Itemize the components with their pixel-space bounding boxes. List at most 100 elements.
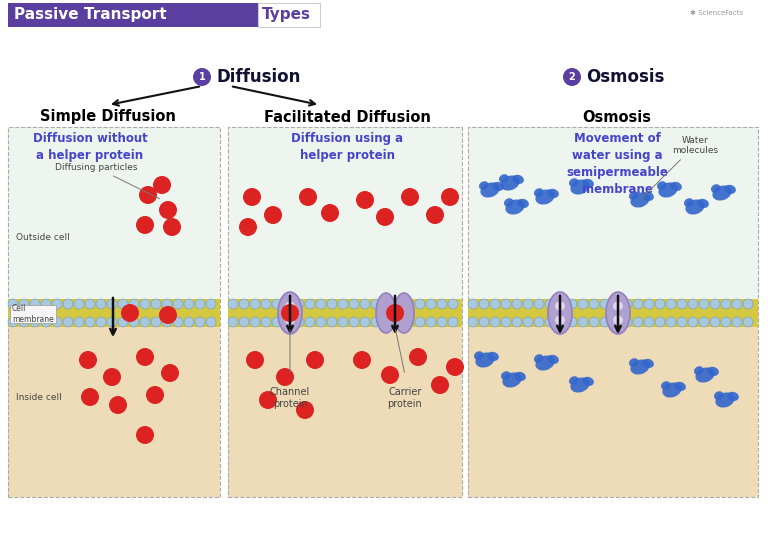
Ellipse shape <box>534 354 544 363</box>
Circle shape <box>103 368 121 386</box>
Ellipse shape <box>629 358 638 367</box>
Circle shape <box>74 317 84 327</box>
Text: Diffusion using a
helper protein: Diffusion using a helper protein <box>291 132 403 162</box>
Text: Movement of
water using a
semipermeable
membrane: Movement of water using a semipermeable … <box>566 132 668 196</box>
Ellipse shape <box>488 352 499 361</box>
Circle shape <box>437 317 447 327</box>
Bar <box>8 127 220 299</box>
Ellipse shape <box>512 175 524 184</box>
Ellipse shape <box>606 292 630 334</box>
Ellipse shape <box>694 366 703 375</box>
Circle shape <box>228 299 238 309</box>
Circle shape <box>129 299 139 309</box>
Circle shape <box>107 317 117 327</box>
Circle shape <box>721 299 731 309</box>
Circle shape <box>589 317 599 327</box>
Text: Outside cell: Outside cell <box>16 233 70 241</box>
Ellipse shape <box>631 192 650 208</box>
Ellipse shape <box>391 297 399 329</box>
Ellipse shape <box>727 392 739 401</box>
Ellipse shape <box>684 198 694 207</box>
Circle shape <box>556 299 566 309</box>
Ellipse shape <box>571 179 590 195</box>
Bar <box>228 127 462 299</box>
Text: Diffusing particles: Diffusing particles <box>55 163 160 199</box>
Circle shape <box>195 299 205 309</box>
Bar <box>468 127 758 299</box>
Ellipse shape <box>504 198 514 207</box>
Circle shape <box>545 317 555 327</box>
Circle shape <box>316 317 326 327</box>
Circle shape <box>81 388 99 406</box>
Circle shape <box>401 188 419 206</box>
Circle shape <box>264 206 282 224</box>
Circle shape <box>633 317 643 327</box>
Circle shape <box>699 317 709 327</box>
Circle shape <box>666 299 676 309</box>
Text: Cell
membrane: Cell membrane <box>12 304 54 324</box>
Ellipse shape <box>642 192 654 201</box>
Circle shape <box>710 299 720 309</box>
Ellipse shape <box>501 175 520 191</box>
Ellipse shape <box>674 382 686 391</box>
Ellipse shape <box>724 185 736 194</box>
Ellipse shape <box>642 359 654 368</box>
Circle shape <box>136 216 154 234</box>
Circle shape <box>371 317 381 327</box>
Circle shape <box>153 176 171 194</box>
Circle shape <box>556 317 566 327</box>
Circle shape <box>30 317 40 327</box>
Circle shape <box>151 299 161 309</box>
Circle shape <box>184 317 194 327</box>
Circle shape <box>426 317 436 327</box>
Circle shape <box>448 317 458 327</box>
Circle shape <box>589 299 599 309</box>
Bar <box>8 127 220 497</box>
Circle shape <box>490 299 500 309</box>
Circle shape <box>228 317 238 327</box>
Circle shape <box>146 386 164 404</box>
Circle shape <box>52 317 62 327</box>
Ellipse shape <box>285 301 295 311</box>
Circle shape <box>239 299 249 309</box>
Circle shape <box>386 304 404 322</box>
Circle shape <box>567 299 577 309</box>
Ellipse shape <box>629 191 638 200</box>
Circle shape <box>523 299 533 309</box>
Circle shape <box>349 317 359 327</box>
Ellipse shape <box>569 376 578 385</box>
Circle shape <box>163 218 181 236</box>
Circle shape <box>118 317 128 327</box>
Ellipse shape <box>657 181 667 190</box>
Circle shape <box>52 299 62 309</box>
Circle shape <box>743 299 753 309</box>
Circle shape <box>250 317 260 327</box>
Circle shape <box>107 299 117 309</box>
Bar <box>8 299 220 327</box>
Circle shape <box>162 317 172 327</box>
Ellipse shape <box>661 381 670 390</box>
Bar <box>468 127 758 497</box>
Circle shape <box>283 299 293 309</box>
Circle shape <box>96 317 106 327</box>
Circle shape <box>743 317 753 327</box>
Circle shape <box>512 299 522 309</box>
Circle shape <box>437 299 447 309</box>
Circle shape <box>578 317 588 327</box>
Ellipse shape <box>613 316 623 324</box>
Ellipse shape <box>571 378 590 392</box>
Circle shape <box>501 299 511 309</box>
Circle shape <box>446 358 464 376</box>
Ellipse shape <box>394 293 414 333</box>
Bar <box>228 127 462 497</box>
Circle shape <box>644 299 654 309</box>
Ellipse shape <box>658 183 677 198</box>
Bar <box>10 305 56 323</box>
Text: Types: Types <box>262 8 311 22</box>
Circle shape <box>393 299 403 309</box>
Circle shape <box>276 368 294 386</box>
Circle shape <box>41 299 51 309</box>
Circle shape <box>479 299 489 309</box>
Circle shape <box>8 299 18 309</box>
Circle shape <box>545 299 555 309</box>
